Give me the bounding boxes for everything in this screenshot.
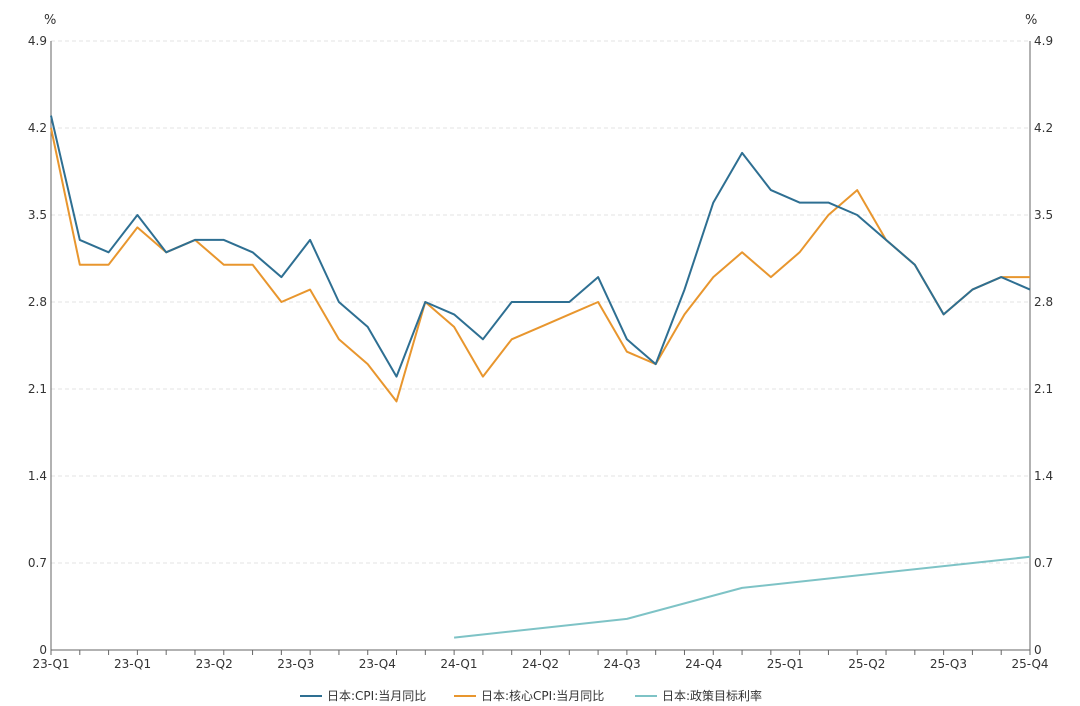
x-tick-label: 25-Q4	[1011, 657, 1048, 671]
y-tick-label-left: 4.2	[28, 121, 47, 135]
x-tick-label: 25-Q2	[848, 657, 885, 671]
legend-item-core-cpi[interactable]: 日本:核心CPI:当月同比	[454, 689, 604, 703]
x-tick-label: 24-Q2	[522, 657, 559, 671]
y-tick-label-left: 0	[39, 643, 47, 657]
y-tick-label-right: 4.2	[1034, 121, 1053, 135]
x-tick-label: 24-Q1	[440, 657, 477, 671]
legend-label-core-cpi: 日本:核心CPI:当月同比	[481, 689, 604, 703]
legend-label-cpi: 日本:CPI:当月同比	[327, 689, 426, 703]
series-line-core-cpi	[50, 127, 1030, 403]
legend-label-policy-rate: 日本:政策目标利率	[662, 688, 762, 703]
y-tick-label-left: 1.4	[28, 469, 47, 483]
y-tick-label-right: 3.5	[1034, 208, 1053, 222]
y-tick-label-left: 4.9	[28, 34, 47, 48]
series	[50, 115, 1031, 639]
grid	[51, 40, 1030, 564]
left-unit-label: %	[44, 13, 56, 28]
x-tick-label: 23-Q1	[114, 657, 151, 671]
legend-item-cpi[interactable]: 日本:CPI:当月同比	[300, 689, 426, 703]
y-tick-label-right: 2.1	[1034, 382, 1053, 396]
x-tick-label: 23-Q3	[277, 657, 314, 671]
legend: 日本:CPI:当月同比 日本:核心CPI:当月同比 日本:政策目标利率	[300, 688, 762, 703]
series-line-cpi	[50, 115, 1031, 378]
x-tick-label: 24-Q4	[685, 657, 722, 671]
y-tick-label-right: 0.7	[1034, 556, 1053, 570]
x-tick-label: 23-Q1	[32, 657, 69, 671]
legend-item-policy-rate[interactable]: 日本:政策目标利率	[635, 688, 762, 703]
right-unit-label: %	[1025, 13, 1037, 28]
y-tick-label-left: 3.5	[28, 208, 47, 222]
series-line-policy-rate	[453, 555, 1031, 639]
y-tick-label-right: 1.4	[1034, 469, 1053, 483]
x-tick-label: 24-Q3	[604, 657, 641, 671]
y-tick-label-left: 2.8	[28, 295, 47, 309]
x-tick-label: 23-Q2	[196, 657, 233, 671]
x-tick-label: 23-Q4	[359, 657, 396, 671]
x-tick-label: 25-Q1	[767, 657, 804, 671]
y-tick-label-right: 2.8	[1034, 295, 1053, 309]
x-tick-label: 25-Q3	[930, 657, 967, 671]
axes: % % 0 0 0.7 0.7 1.4 1.4 2.1 2.1 2.8 2.8 3.5 3.5 4.2 4…	[28, 13, 1053, 671]
y-tick-label-right: 4.9	[1034, 34, 1053, 48]
y-tick-label-left: 0.7	[28, 556, 47, 570]
y-tick-label-right: 0	[1034, 643, 1042, 657]
y-tick-label-left: 2.1	[28, 382, 47, 396]
